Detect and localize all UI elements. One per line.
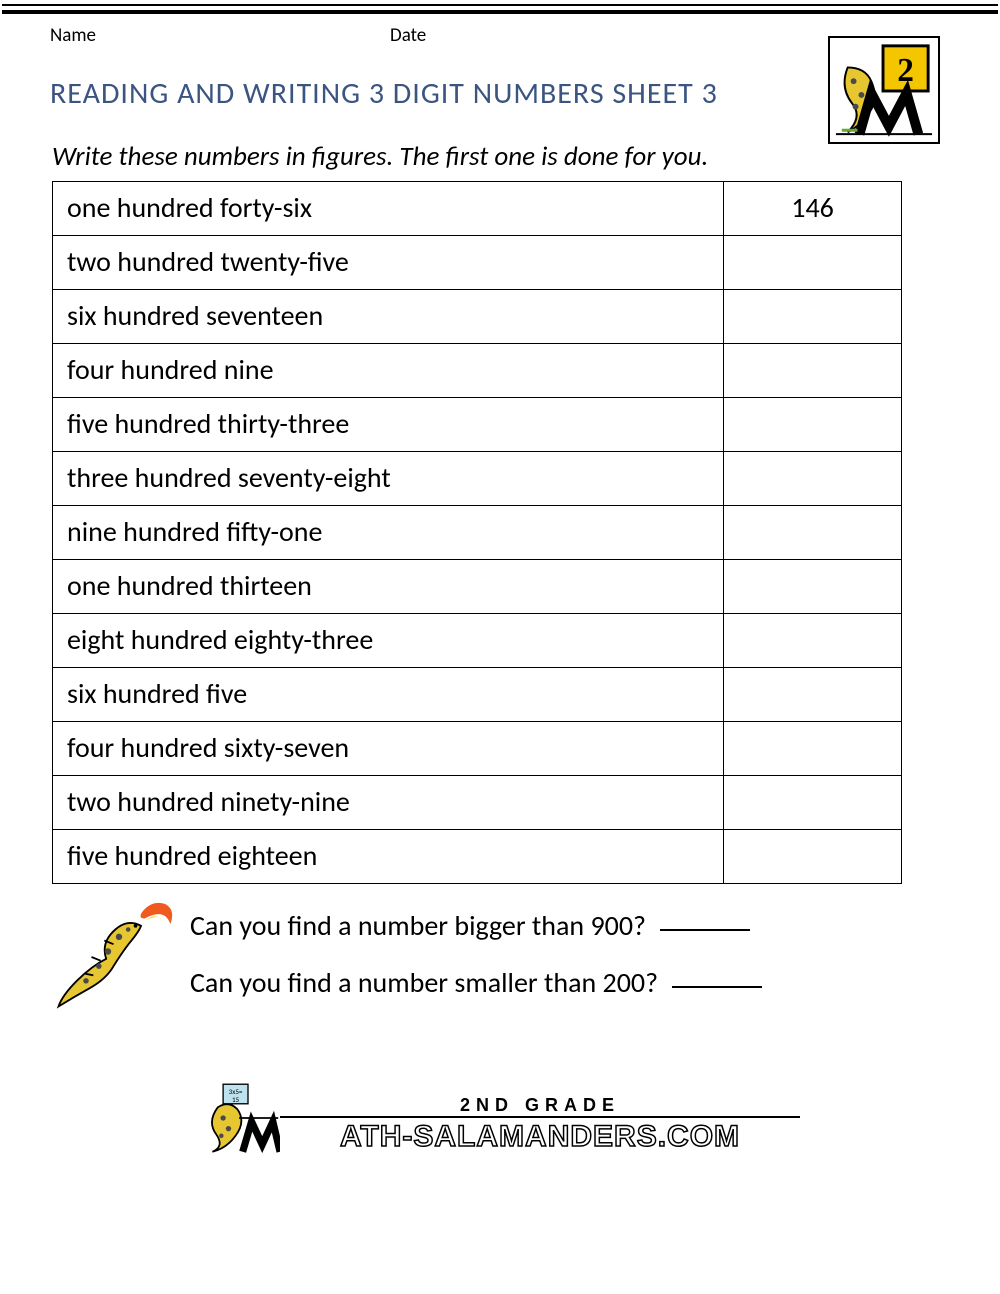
table-row: three hundred seventy-eight	[53, 452, 902, 506]
number-words-cell: four hundred sixty-seven	[53, 722, 724, 776]
answer-cell[interactable]	[724, 290, 902, 344]
question-lines: Can you find a number bigger than 900? C…	[190, 902, 950, 1022]
answer-cell[interactable]	[724, 452, 902, 506]
table-row: six hundred five	[53, 668, 902, 722]
answer-cell[interactable]	[724, 776, 902, 830]
answer-cell[interactable]	[724, 506, 902, 560]
grade-label: 2ND GRADE	[460, 1095, 620, 1116]
name-label: Name	[50, 24, 390, 47]
numbers-table: one hundred forty-six146two hundred twen…	[52, 181, 902, 884]
question-1: Can you find a number bigger than 900?	[190, 908, 950, 943]
salamander-logo-icon: 2	[830, 38, 938, 142]
number-words-cell: five hundred eighteen	[53, 830, 724, 884]
content-area: Name Date 2 READING AND WRITING 3 DIGIT …	[0, 14, 1000, 1179]
answer-cell[interactable]	[724, 830, 902, 884]
answer-cell[interactable]	[724, 668, 902, 722]
worksheet-page: Name Date 2 READING AND WRITING 3 DIGIT …	[0, 4, 1000, 1179]
number-words-cell: nine hundred fifty-one	[53, 506, 724, 560]
number-words-cell: eight hundred eighty-three	[53, 614, 724, 668]
grade-logo: 2	[828, 36, 940, 144]
answer-cell[interactable]	[724, 344, 902, 398]
table-row: five hundred eighteen	[53, 830, 902, 884]
table-row: four hundred sixty-seven	[53, 722, 902, 776]
question-1-text: Can you find a number bigger than 900?	[190, 908, 646, 943]
question-2: Can you find a number smaller than 200?	[190, 965, 950, 1000]
date-label: Date	[390, 24, 426, 47]
number-words-cell: three hundred seventy-eight	[53, 452, 724, 506]
bonus-questions: Can you find a number bigger than 900? C…	[50, 902, 950, 1022]
table-row: two hundred twenty-five	[53, 236, 902, 290]
answer-cell[interactable]	[724, 398, 902, 452]
site-name: ATH-SALAMANDERS.COM	[280, 1116, 800, 1154]
number-words-cell: five hundred thirty-three	[53, 398, 724, 452]
table-row: one hundred thirteen	[53, 560, 902, 614]
answer-cell[interactable]	[724, 560, 902, 614]
table-row: eight hundred eighty-three	[53, 614, 902, 668]
number-words-cell: six hundred five	[53, 668, 724, 722]
question-2-text: Can you find a number smaller than 200?	[190, 965, 658, 1000]
table-row: four hundred nine	[53, 344, 902, 398]
answer-blank-1[interactable]	[660, 929, 750, 931]
table-row: five hundred thirty-three	[53, 398, 902, 452]
top-double-rule	[2, 4, 998, 14]
number-words-cell: one hundred forty-six	[53, 182, 724, 236]
name-date-line: Name Date	[50, 24, 950, 47]
table-row: two hundred ninety-nine	[53, 776, 902, 830]
table-row: nine hundred fifty-one	[53, 506, 902, 560]
answer-cell[interactable]	[724, 236, 902, 290]
salamander-flame-icon	[54, 902, 184, 1012]
instruction-text: Write these numbers in figures. The firs…	[52, 140, 950, 173]
answer-blank-2[interactable]	[672, 986, 762, 988]
footer-salamander-icon: 3x5= 15	[200, 1082, 280, 1154]
answer-cell[interactable]	[724, 722, 902, 776]
table-row: one hundred forty-six146	[53, 182, 902, 236]
answer-cell[interactable]	[724, 614, 902, 668]
number-words-cell: six hundred seventeen	[53, 290, 724, 344]
number-words-cell: four hundred nine	[53, 344, 724, 398]
salamander-art	[50, 902, 190, 1022]
answer-cell[interactable]: 146	[724, 182, 902, 236]
worksheet-title: READING AND WRITING 3 DIGIT NUMBERS SHEE…	[50, 75, 950, 112]
number-words-cell: two hundred twenty-five	[53, 236, 724, 290]
number-words-cell: two hundred ninety-nine	[53, 776, 724, 830]
svg-text:15: 15	[232, 1095, 240, 1104]
table-row: six hundred seventeen	[53, 290, 902, 344]
number-words-cell: one hundred thirteen	[53, 560, 724, 614]
svg-text:2: 2	[897, 52, 914, 89]
footer: 3x5= 15 2ND GRADE ATH-SALAMANDERS.COM	[50, 1082, 950, 1159]
